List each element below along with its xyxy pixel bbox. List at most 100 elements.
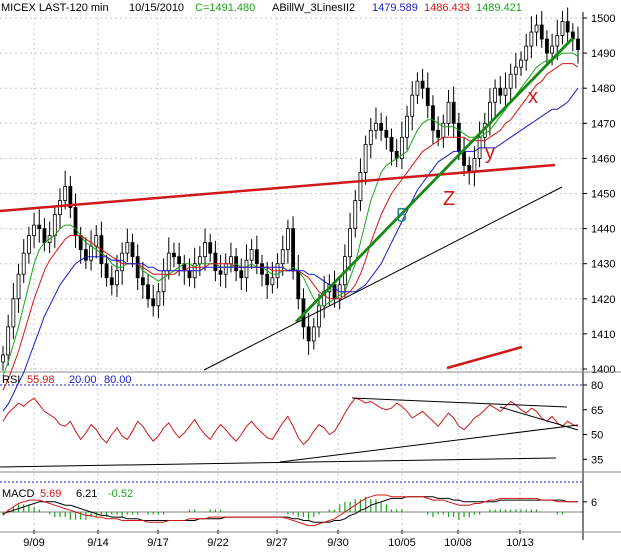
candle-body [436,129,441,138]
rsi-panel: 80 65 50 35 [0,380,603,483]
candle-body [42,228,47,244]
candle-body [16,273,21,300]
candle-body [249,249,254,261]
candle-body [156,291,161,307]
rsi-baseline [0,457,557,468]
x-tick-label: 9/09 [23,537,44,549]
candle-body [348,228,352,258]
rsi-wedge [499,406,579,431]
candle-body [286,228,290,251]
candle-body [425,87,430,107]
candle-body [166,252,171,272]
candle-body [1,354,5,363]
candle-body [11,298,16,328]
candle-body [6,326,11,356]
candle-body [115,270,119,286]
candle-body [472,157,477,173]
candle-body [120,252,125,272]
macd-label: MACD [2,488,34,500]
candle-body [384,129,389,138]
y-tick-label: 1400 [591,364,615,376]
candle-body [151,298,156,307]
trendline-green [294,37,575,323]
candle-body [389,136,394,152]
candle-body [223,263,228,275]
candle-body [529,31,534,47]
ma-line-blue [2,87,579,412]
candle-body [270,277,275,286]
rsi-trendline-lower [279,424,579,463]
rsi-trendline-upper [351,397,568,408]
y-tick-label: 1460 [591,153,615,165]
x-tick-label: 9/30 [327,537,348,549]
x-tick-label: 9/22 [207,537,228,549]
annotation-x: x [528,86,538,108]
candle-body [130,242,135,258]
rsi-high: 80.00 [104,374,132,386]
candle-body [125,242,130,254]
candle-body [555,35,560,47]
annotation-y: y [485,142,495,164]
candle-body [73,207,78,237]
candle-body [104,263,109,279]
macd-panel: 6 [0,494,597,527]
macd-signal-line [2,496,578,523]
trendline-red [0,163,556,213]
candle-body [311,326,316,342]
candle-body [363,143,368,173]
candle-body [146,284,150,300]
candle-body [332,284,337,300]
rsi-value: 55.98 [27,374,55,386]
candle-body [89,245,93,261]
candle-body [265,273,270,286]
candle-body [208,242,213,254]
rsi-y-tick-label: 50 [591,430,603,442]
candle-body [374,122,378,131]
candle-body [218,270,223,275]
candle-body [296,270,301,300]
candle-body [187,270,192,279]
y-tick-label: 1440 [591,224,615,236]
candle-body [399,136,404,159]
rsi-y-tick-label: 65 [591,405,603,417]
candle-body [172,252,176,258]
candle-body [420,80,425,89]
candle-body [545,38,549,54]
y-tick-label: 1420 [591,294,615,306]
candle-body [37,224,42,229]
header-v3: 1489.421 [476,2,522,14]
header-v2: 1486.433 [424,2,470,14]
header-close: C=1491.480 [195,2,255,14]
candle-body [508,73,513,89]
rsi-low: 20.00 [69,374,97,386]
macd-y-tick-label: 6 [591,497,597,509]
candle-body [260,263,264,275]
candle-body [32,224,36,237]
macd-hist: -0.52 [108,488,133,500]
x-tick-label: 9/27 [266,537,287,549]
candle-body [109,277,114,286]
header-v1: 1479.589 [372,2,418,14]
candle-body [431,105,435,131]
candle-body [415,80,420,96]
candle-body [291,228,295,272]
trendline-red-small [446,345,523,370]
candle-body [229,256,233,265]
rsi-y-tick-label: 80 [591,380,603,392]
header-indicator: ABillW_3LinesII2 [272,2,355,14]
y-tick-label: 1480 [591,83,615,95]
y-tick-label: 1470 [591,118,615,130]
candle-body [68,186,73,208]
candle-body [524,45,529,61]
candle-body [254,249,259,265]
ma-line-green [2,52,579,377]
candle-body [244,259,249,279]
candle-body [197,256,202,265]
candle-body [405,115,409,138]
candle-body [565,21,570,33]
x-tick-label: 9/14 [87,537,108,549]
candle-body [63,186,68,201]
candle-body [462,150,466,166]
